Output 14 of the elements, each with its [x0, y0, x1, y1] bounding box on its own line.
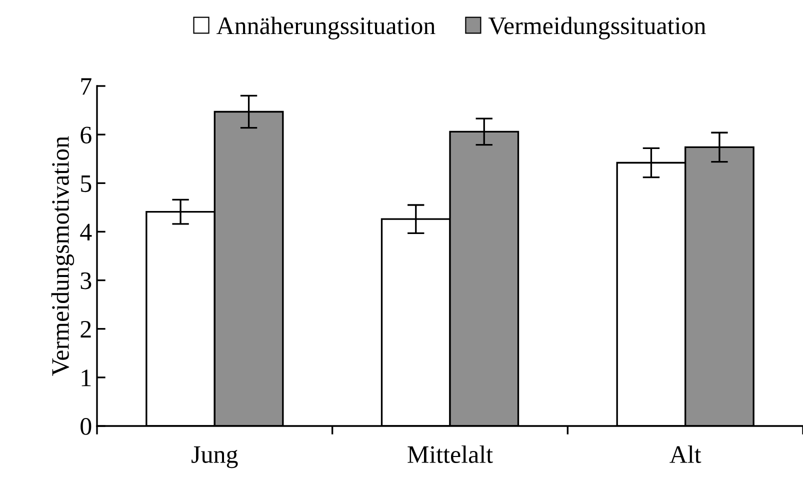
y-tick-label: 1	[82, 370, 91, 386]
x-tick-label: Alt	[670, 445, 702, 464]
y-axis-title: Vermeidungsmotivation	[51, 136, 74, 376]
y-tick-label: 0	[80, 418, 92, 435]
x-tick-label: Mittelalt	[408, 445, 493, 464]
y-tick-label: 3	[80, 272, 92, 290]
legend-label: Annäherungssituation	[216, 16, 436, 40]
y-tick-label: 5	[81, 175, 92, 192]
x-tick-label: Jung	[192, 446, 238, 468]
y-tick-label: 4	[80, 224, 92, 240]
y-tick-label: 2	[80, 320, 91, 338]
legend-label: Vermeidungssituation	[488, 16, 706, 40]
y-tick-label: 6	[80, 126, 92, 144]
y-tick-label: 7	[81, 78, 92, 95]
